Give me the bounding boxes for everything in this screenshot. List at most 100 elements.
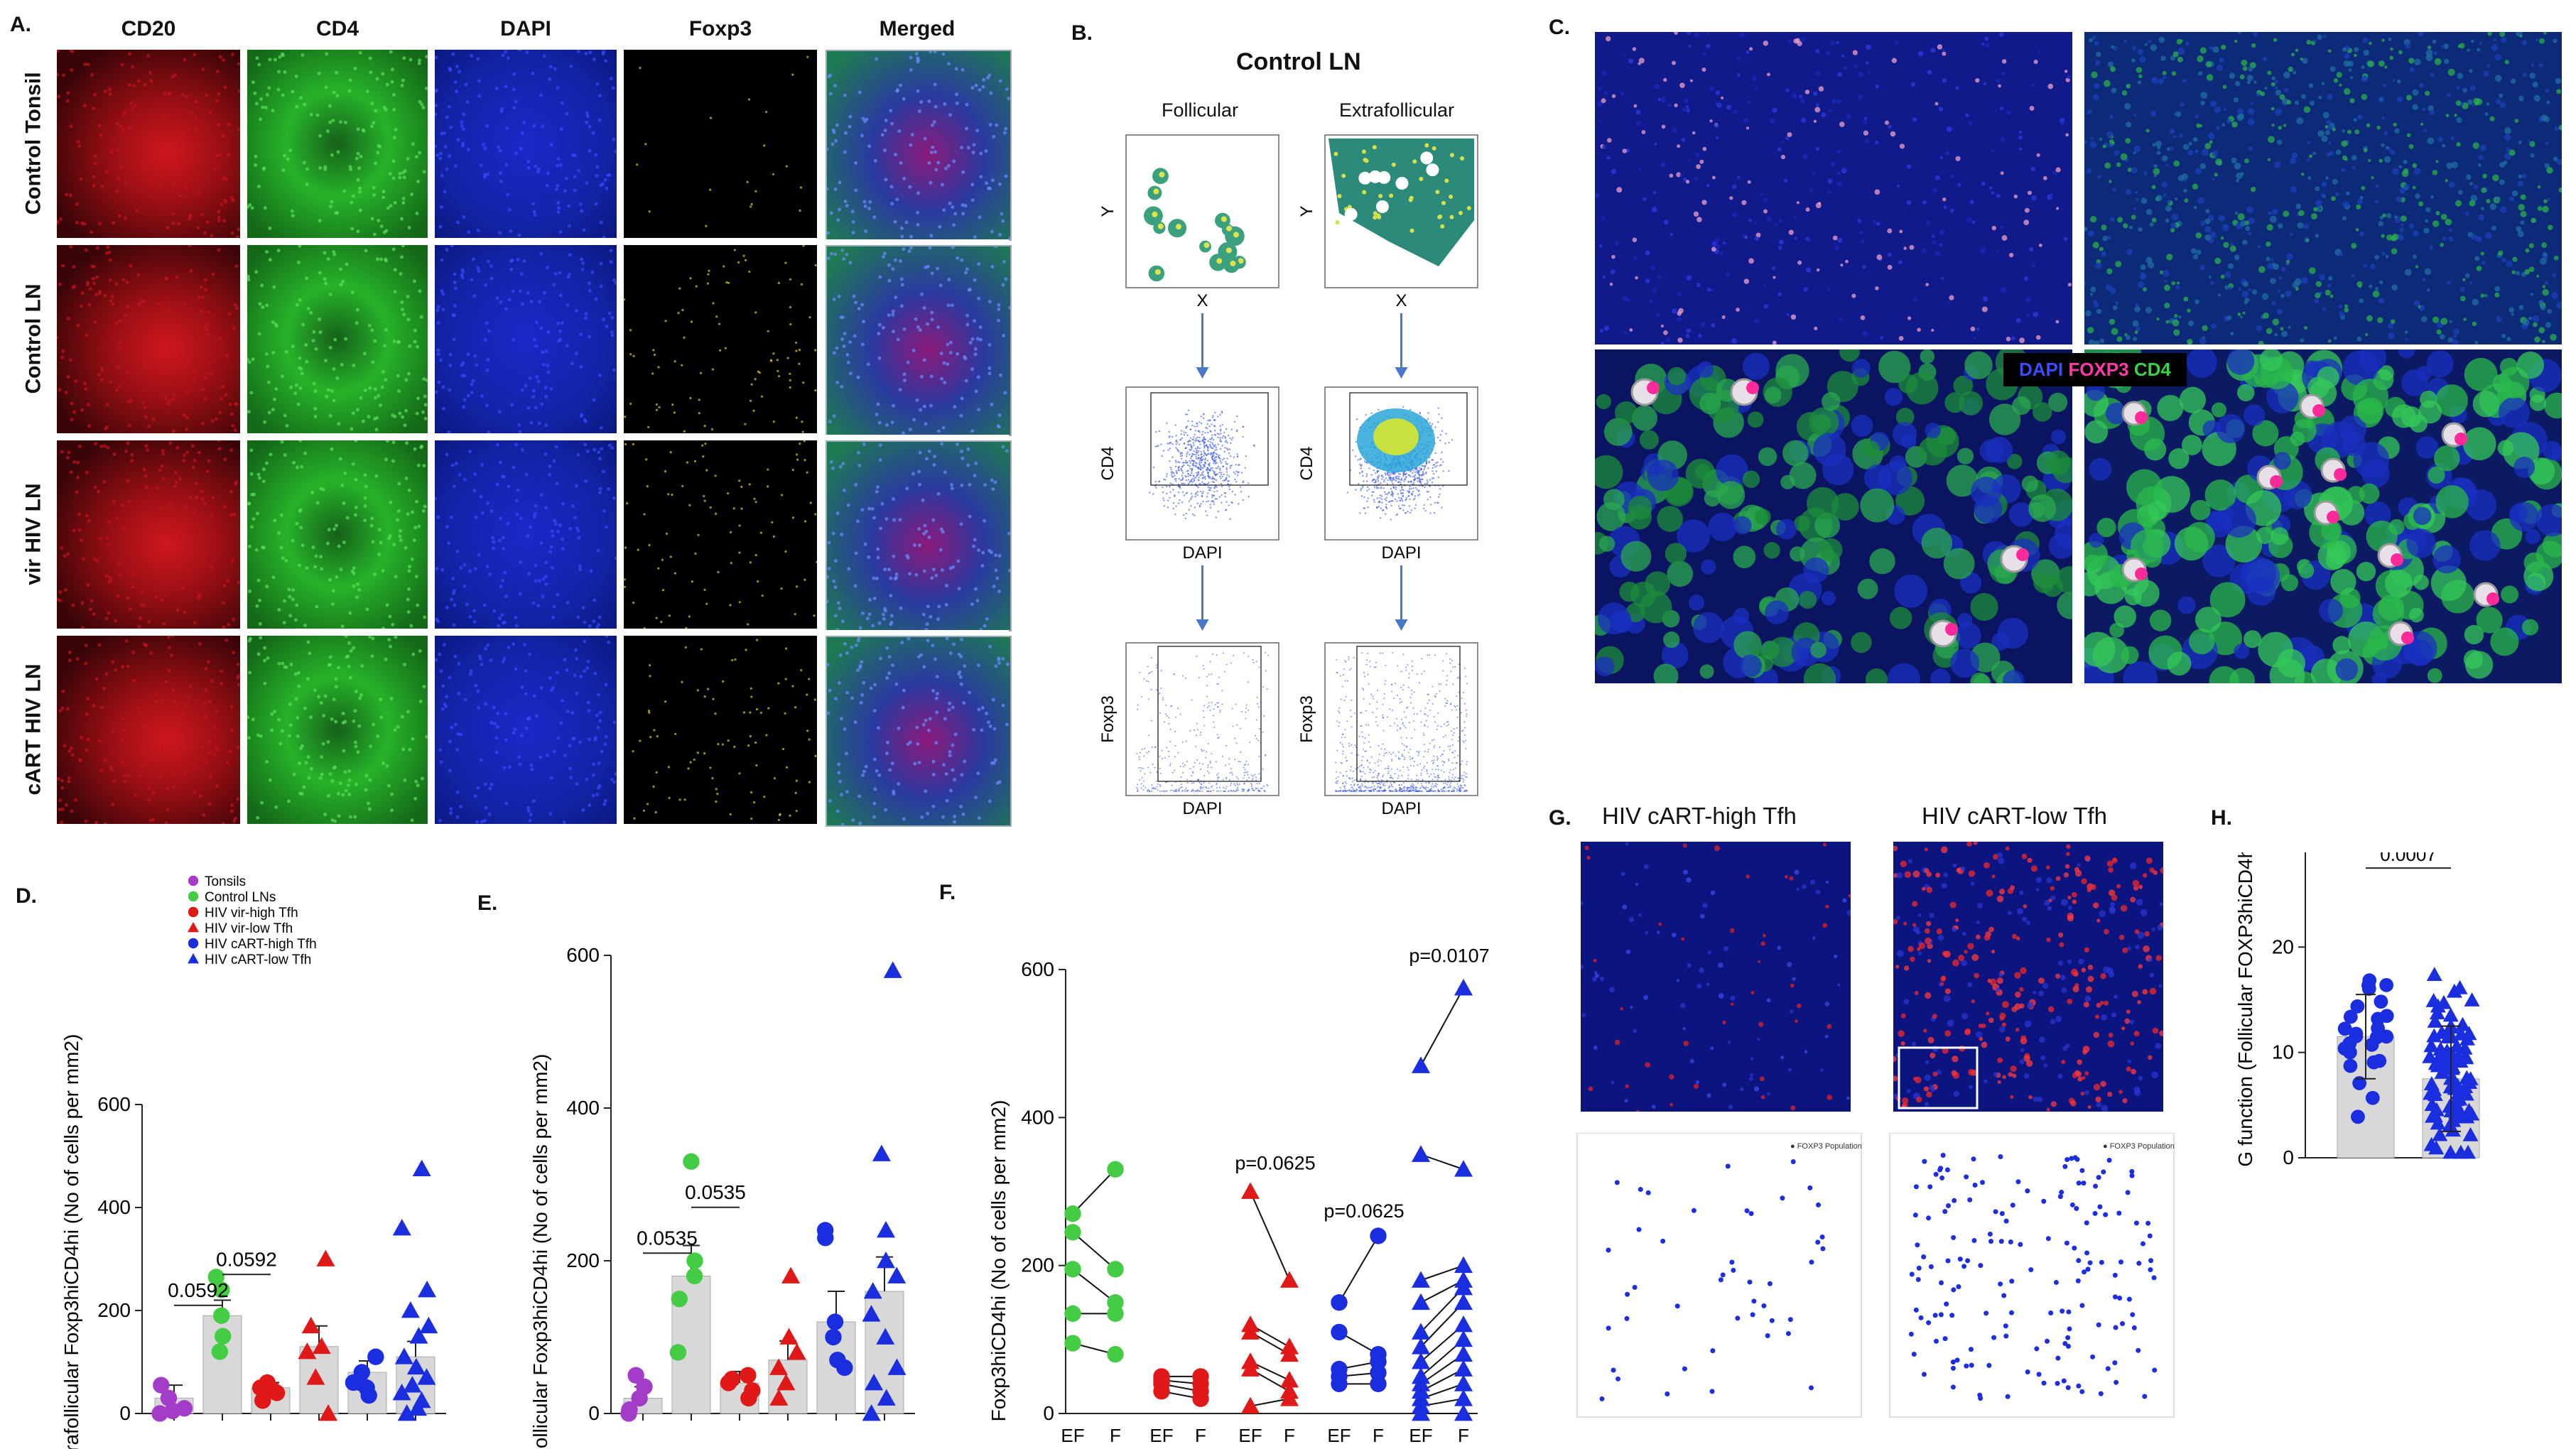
spatial-point [1939,1280,1944,1286]
data-point [419,1316,438,1334]
spatial-point [1729,1259,1735,1265]
pair-line [1072,1269,1116,1303]
y-axis-label: Foxp3hiCD4hi (No of cells per mm2) [987,1100,1010,1422]
data-point [312,1337,331,1355]
data-point [1107,1161,1124,1178]
spatial-point [1921,1254,1927,1260]
spatial-point [1725,1163,1731,1169]
spatial-point [1987,1231,1993,1237]
spatial-point [2076,1258,2082,1264]
spatial-point [1964,1363,1969,1369]
data-point [214,1328,232,1345]
data-point [2432,1127,2448,1141]
spatial-point [2120,1321,2126,1327]
spatial-point [1809,1259,1814,1265]
panel-b-label: B. [1071,21,1093,45]
spatial-point [1968,1347,1974,1352]
spatial-point [1636,1227,1642,1232]
spatial-point [1624,1315,1630,1321]
data-point [740,1367,757,1384]
spatial-point [2015,1179,2021,1185]
spatial-point [2113,1325,2118,1330]
spatial-point [2008,1239,2013,1245]
spatial-point [2152,1367,2158,1373]
spatial-point [2081,1181,2087,1186]
spatial-point [1815,1239,1821,1245]
x-tick-label: EF [1327,1425,1351,1446]
data-point [1454,1293,1473,1310]
data-point [367,1348,384,1365]
spatial-point [1645,1190,1651,1195]
spatial-point [1972,1183,1978,1188]
data-point [1064,1305,1081,1323]
data-point [769,1389,789,1406]
spatial-point [2084,1250,2090,1256]
panel-a-micrograph [247,440,428,629]
data-point [1241,1352,1260,1369]
spatial-point [2065,1343,2071,1349]
data-point [787,1343,806,1360]
spatial-point [1915,1276,1921,1282]
spatial-point [1969,1362,1974,1368]
spatial-point [1922,1158,1927,1164]
pair-line [1420,1264,1464,1281]
x-tick-label: F [1195,1425,1206,1446]
y-tick-label: 0 [588,1402,600,1424]
panel-a-micrograph [624,245,817,433]
pair-line [1072,1168,1116,1215]
spatial-point [1747,1279,1753,1285]
spatial-point [2075,1278,2081,1284]
spatial-point [1986,1362,1992,1368]
data-point [1454,1256,1473,1274]
spatial-point [2064,1240,2069,1246]
spatial-point [2105,1366,2111,1372]
spatial-point [2072,1245,2077,1251]
panel-a-micrograph [435,636,617,824]
data-point [1241,1315,1260,1333]
data-point [686,1252,703,1269]
data-point [877,1221,896,1238]
panel-a-micrograph [57,636,240,824]
panel-c-overview-1 [1595,32,2072,344]
spatial-point [2090,1354,2096,1360]
data-point [2442,1144,2459,1159]
spatial-point [1945,1203,1951,1209]
data-point [394,1347,413,1364]
legend-entry: HIV cART-high Tfh [205,937,317,952]
data-point [2450,1085,2467,1100]
spatial-point [1665,1391,1670,1396]
spatial-point [1660,1238,1666,1244]
spatial-point [2148,1258,2154,1264]
spatial-point [2125,1190,2131,1195]
spatial-point [2057,1194,2063,1200]
panel-c-label: C. [1549,16,1570,39]
spatial-point [1691,1208,1696,1213]
spatial-point [2061,1378,2067,1384]
spatial-point [2005,1394,2011,1399]
data-point [160,1389,178,1406]
flow-axis-label-x: DAPI [1182,543,1222,563]
x-tick-label: F [1458,1425,1469,1446]
y-tick-label: 0 [2283,1146,2294,1168]
spatial-point [2114,1379,2119,1385]
spatial-point [1611,1367,1616,1373]
spatial-point [2045,1338,2050,1344]
data-point [2428,1140,2445,1155]
spatial-point [2008,1310,2014,1315]
spatial-point [2018,1242,2023,1247]
data-point [188,906,199,918]
flow-axis-label-y: Foxp3 [1098,695,1117,743]
data-point [1064,1205,1081,1222]
spatial-point [1606,1325,1611,1331]
spatial-point [2096,1322,2101,1328]
legend-entry: Tonsils [205,874,246,889]
spatial-point [2069,1156,2074,1161]
spatial-point [2082,1269,2087,1275]
spatial-point [1807,1185,1813,1190]
data-point [412,1391,431,1409]
data-point [621,1401,638,1418]
spatial-scatter-frame [1576,1133,1862,1418]
spatial-point [1964,1174,1969,1180]
data-point [744,1382,761,1399]
data-point [1412,1271,1430,1288]
